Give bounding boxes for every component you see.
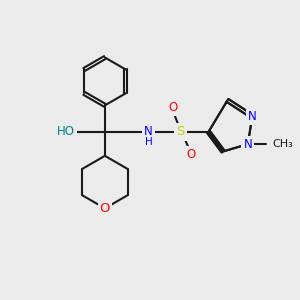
- Text: H: H: [145, 137, 152, 147]
- Text: O: O: [100, 202, 110, 215]
- Text: N: N: [144, 125, 153, 138]
- Text: N: N: [248, 110, 256, 123]
- Text: CH₃: CH₃: [273, 139, 293, 149]
- Text: HO: HO: [56, 125, 74, 138]
- Text: S: S: [177, 125, 185, 138]
- Text: N: N: [244, 138, 252, 151]
- Text: O: O: [169, 101, 178, 114]
- Text: O: O: [186, 148, 196, 161]
